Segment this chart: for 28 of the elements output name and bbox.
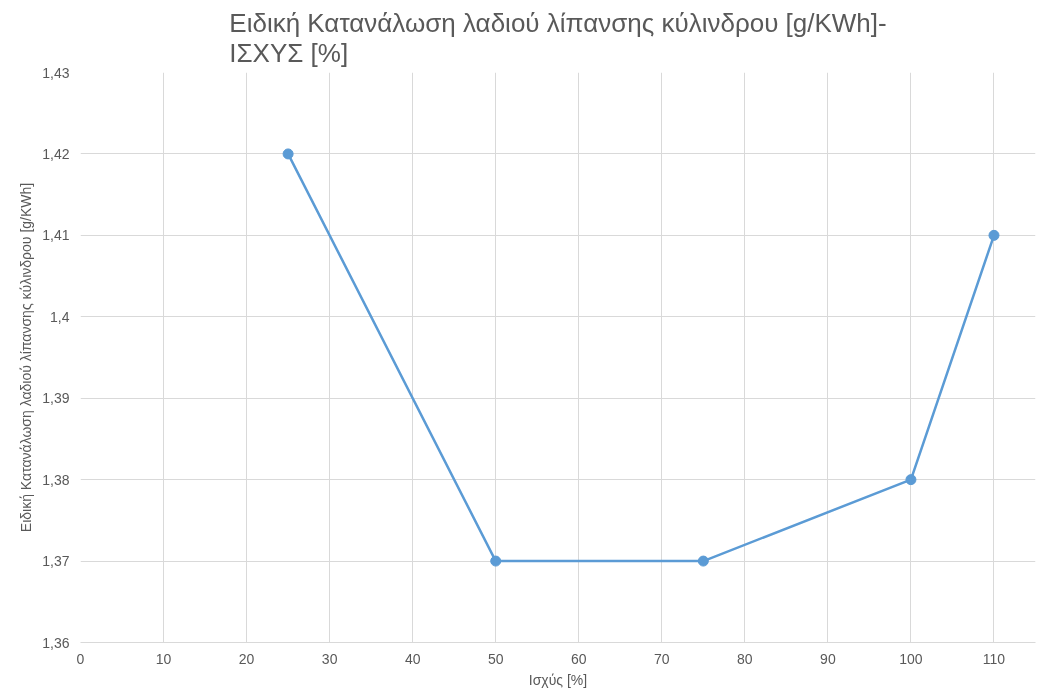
y-tick-label: 1,41 — [42, 227, 70, 244]
x-tick-label: 70 — [654, 650, 670, 667]
x-tick-label: 90 — [820, 650, 836, 667]
point — [988, 229, 1000, 241]
x-tick-label: 50 — [487, 650, 504, 667]
x-tick-label: 100 — [899, 650, 923, 667]
y-tick-label: 1,4 — [50, 308, 70, 325]
x-axis-title: Ισχύς [%] — [528, 671, 588, 688]
point — [282, 148, 294, 160]
y-tick-label: 1,39 — [42, 390, 70, 407]
point — [905, 474, 917, 486]
y-axis-title: Ειδική Κατανάλωση λαδιού λίπανσης κύλινδρου [g/KWh] — [18, 182, 35, 533]
y-tick-label: 1,42 — [42, 145, 70, 162]
y-tick-label: 1,38 — [42, 471, 70, 488]
point — [490, 555, 502, 567]
x-tick-label: 60 — [570, 650, 587, 667]
x-tick-label: 40 — [404, 650, 421, 667]
x-tick-label: 20 — [238, 650, 255, 667]
x-tick-label: 10 — [155, 650, 172, 667]
y-tick-label: 1,43 — [42, 64, 70, 81]
chart-title: Ειδική Κατανάλωση λαδιού λίπανσης κύλινδρου [g/KWh]- ΙΣΧΥΣ [%] — [229, 7, 887, 68]
x-tick-label: 110 — [982, 650, 1006, 667]
y-tick-label: 1,37 — [42, 553, 70, 570]
x-tick-label: 30 — [321, 650, 338, 667]
x-tick-label: 80 — [737, 650, 753, 667]
y-tick-label: 1,36 — [42, 634, 70, 651]
x-tick-label: 0 — [76, 650, 85, 667]
point — [697, 555, 709, 567]
